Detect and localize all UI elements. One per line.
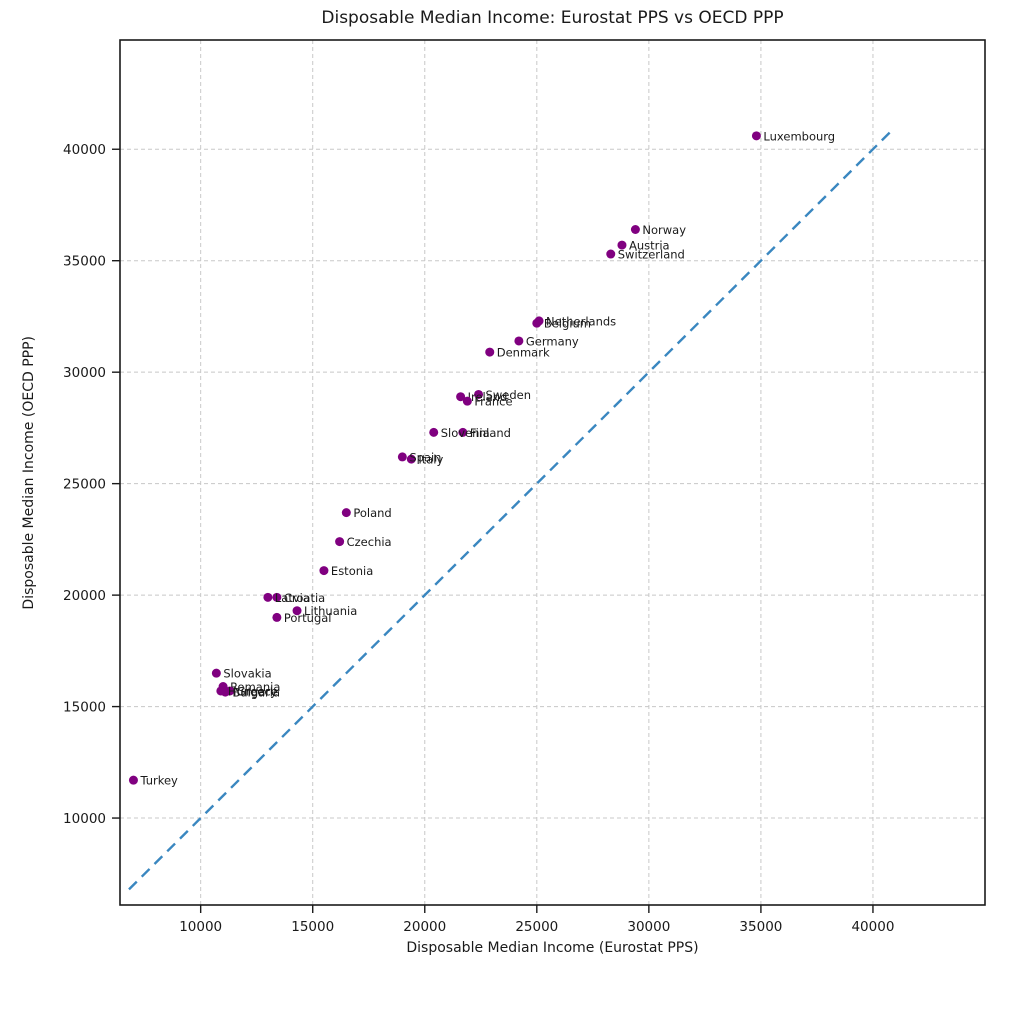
point-label-belgium: Belgium: [544, 317, 591, 331]
point-label-france: France: [474, 395, 512, 409]
point-label-croatia: Croatia: [284, 591, 325, 605]
point-label-greece: Greece: [237, 684, 278, 698]
point-label-germany: Germany: [526, 334, 579, 348]
point-label-finland: Finland: [470, 426, 511, 440]
point-lithuania: [292, 606, 302, 616]
point-label-netherlands: Netherlands: [546, 314, 616, 328]
chart-title: Disposable Median Income: Eurostat PPS v…: [321, 8, 784, 28]
point-sweden: [474, 389, 484, 399]
point-estonia: [319, 566, 329, 576]
identity-reference-line: [128, 130, 892, 891]
point-label-romania: Romania: [230, 680, 280, 694]
point-label-latvia: Latvia: [275, 591, 310, 605]
x-tick-label: 40000: [851, 919, 894, 935]
y-tick-label: 25000: [63, 477, 106, 493]
point-france: [462, 396, 472, 406]
y-tick-label: 10000: [63, 811, 106, 827]
point-denmark: [485, 347, 495, 357]
point-label-slovakia: Slovakia: [223, 667, 271, 681]
point-belgium: [532, 318, 542, 328]
point-label-bulgaria: Bulgaria: [232, 686, 280, 700]
point-hungary: [216, 686, 226, 696]
y-tick-label: 15000: [63, 700, 106, 716]
x-axis-label: Disposable Median Income (Eurostat PPS): [406, 940, 699, 956]
point-croatia: [272, 592, 282, 602]
point-label-luxembourg: Luxembourg: [763, 129, 835, 143]
point-spain: [397, 452, 407, 462]
point-label-denmark: Denmark: [497, 346, 550, 360]
point-label-spain: Spain: [409, 450, 441, 464]
plot-frame: [119, 39, 986, 906]
point-label-italy: Italy: [418, 453, 443, 467]
point-label-hungary: Hungary: [228, 684, 277, 698]
point-label-sweden: Sweden: [486, 388, 531, 402]
point-ireland: [456, 392, 466, 402]
point-label-ireland: Ireland: [468, 390, 508, 404]
point-turkey: [128, 775, 138, 785]
y-tick-label: 20000: [63, 588, 106, 604]
point-latvia: [263, 592, 273, 602]
x-tick-label: 25000: [515, 919, 558, 935]
point-label-estonia: Estonia: [331, 564, 373, 578]
x-tick-label: 20000: [403, 919, 446, 935]
point-italy: [406, 454, 416, 464]
point-label-slovenia: Slovenia: [441, 426, 490, 440]
x-tick-label: 35000: [739, 919, 782, 935]
point-czechia: [335, 537, 345, 547]
y-tick-label: 35000: [63, 254, 106, 270]
x-tick-label: 15000: [291, 919, 334, 935]
point-label-austria: Austria: [629, 239, 670, 253]
point-label-czechia: Czechia: [347, 535, 392, 549]
point-poland: [341, 508, 351, 518]
point-finland: [458, 427, 468, 437]
point-portugal: [272, 612, 282, 622]
y-tick-label: 40000: [63, 142, 106, 158]
point-label-poland: Poland: [353, 506, 391, 520]
x-tick-label: 10000: [179, 919, 222, 935]
point-label-norway: Norway: [642, 223, 686, 237]
point-austria: [617, 240, 627, 250]
point-label-lithuania: Lithuania: [304, 604, 357, 618]
point-luxembourg: [751, 131, 761, 141]
point-slovakia: [211, 668, 221, 678]
point-norway: [630, 224, 640, 234]
point-label-turkey: Turkey: [139, 774, 178, 788]
y-axis-label-wrap: Disposable Median Income (OECD PPP): [18, 40, 40, 905]
y-tick-label: 30000: [63, 365, 106, 381]
point-slovenia: [429, 427, 439, 437]
point-switzerland: [606, 249, 616, 259]
point-label-switzerland: Switzerland: [618, 248, 685, 262]
point-label-portugal: Portugal: [284, 611, 332, 625]
x-tick-label: 30000: [627, 919, 670, 935]
point-germany: [514, 336, 524, 346]
y-axis-label: Disposable Median Income (OECD PPP): [21, 335, 37, 610]
